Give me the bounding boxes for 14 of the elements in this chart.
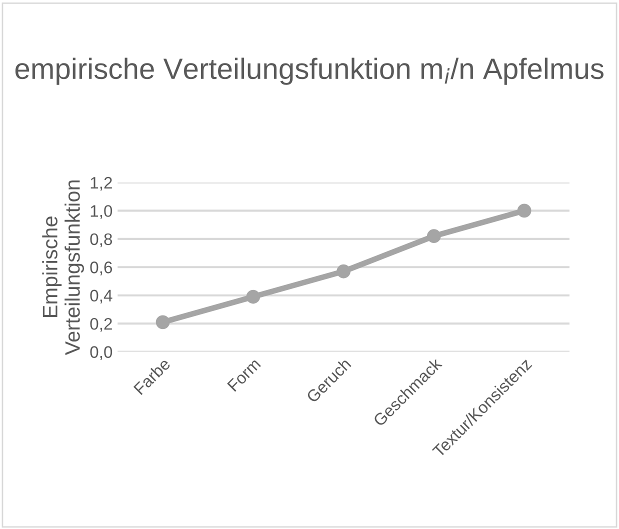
point [156, 315, 170, 330]
point [426, 229, 441, 244]
y-tick-label: 0,8 [90, 233, 112, 248]
y-tick-label: 0,4 [90, 290, 112, 304]
point [336, 264, 350, 278]
y-tick-label: 1,2 [90, 176, 112, 191]
point [517, 204, 532, 218]
y-tick-label: 1,0 [90, 205, 112, 219]
y-tick-label: 0,2 [90, 318, 112, 332]
point [246, 290, 260, 304]
y-axis-title: Empirische Verteilungsfunktion [42, 180, 84, 356]
y-tick-label: 0,6 [90, 262, 112, 276]
y-tick-label: 0,0 [90, 346, 112, 360]
chart-title: empirische Verteilungsfunktion m$_{i}$/n Apfelmus [15, 58, 604, 85]
